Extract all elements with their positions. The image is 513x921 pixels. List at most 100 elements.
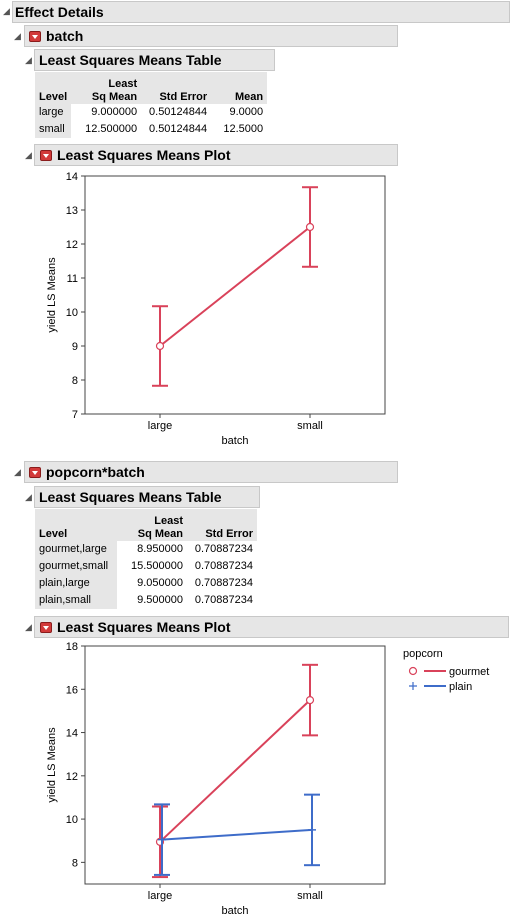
level-column-header: Level	[35, 509, 117, 541]
batch-title: batch	[46, 28, 84, 44]
std-error-column-header: Std Error	[187, 509, 257, 541]
level-cell: gourmet,small	[35, 558, 117, 575]
popcorn-batch-ls-table-title: Least Squares Means Table	[39, 489, 222, 505]
collapse-triangle-icon[interactable]: ◢	[14, 467, 21, 477]
collapse-triangle-icon[interactable]: ◢	[25, 150, 32, 160]
lsmean-header-bottom: Sq Mean	[91, 91, 138, 103]
x-tick-label: small	[297, 890, 323, 902]
x-axis-label: batch	[222, 905, 249, 917]
legend-marker	[409, 682, 417, 690]
table-row: gourmet,small 15.500000 0.70887234	[35, 558, 257, 575]
y-tick-label: 11	[67, 273, 78, 285]
y-tick-label: 10	[66, 307, 78, 319]
y-tick-label: 7	[72, 409, 78, 421]
batch-ls-table-title: Least Squares Means Table	[39, 52, 222, 68]
level-cell: large	[35, 104, 72, 121]
level-column-header: Level	[35, 72, 72, 104]
popcorn-batch-title: popcorn*batch	[46, 464, 145, 480]
popcorn-batch-header[interactable]: popcorn*batch	[24, 461, 398, 483]
red-menu-icon[interactable]	[40, 150, 52, 161]
lsmean-cell: 9.000000	[91, 106, 138, 118]
batch-ls-means-table: Level Least Sq Mean Std Error Mean large…	[35, 72, 268, 138]
std-error-column-header: Std Error	[141, 72, 212, 104]
batch-ls-means-plot: 7 8 9 10 11 12 13 14 large small batch yield LS Mea…	[46, 171, 386, 447]
table-row: plain,large 9.050000 0.70887234	[35, 575, 257, 592]
std-error-cell: 0.70887234	[194, 594, 253, 606]
level-cell: gourmet,large	[35, 541, 117, 558]
lsmean-column-header: Least Sq Mean	[71, 72, 142, 104]
collapse-triangle-icon[interactable]: ◢	[3, 6, 10, 16]
y-tick-label: 10	[66, 814, 78, 826]
table-row: small 12.500000 0.50124844 12.5000	[35, 121, 267, 138]
lsmean-column-header: Least Sq Mean	[117, 509, 187, 541]
level-cell: plain,small	[35, 592, 117, 609]
table-row: large 9.000000 0.50124844 9.0000	[35, 104, 267, 121]
x-tick-label: small	[297, 420, 323, 432]
y-tick-label: 12	[66, 771, 78, 783]
lsmean-cell: 12.500000	[85, 123, 138, 135]
std-error-cell: 0.70887234	[194, 560, 253, 572]
y-tick-label: 18	[66, 641, 78, 653]
legend-label: plain	[449, 681, 472, 693]
y-tick-label: 8	[72, 857, 78, 869]
effect-details-title: Effect Details	[15, 4, 104, 20]
data-point-marker	[155, 341, 165, 351]
legend-marker	[408, 666, 418, 676]
series-line	[159, 699, 311, 843]
lsmean-cell: 9.500000	[137, 594, 183, 606]
y-tick-label: 16	[66, 684, 78, 696]
std-error-cell: 0.50124844	[149, 123, 208, 135]
batch-ls-table-header[interactable]: Least Squares Means Table	[34, 49, 275, 71]
series-line	[161, 828, 313, 841]
y-axis-label: yield LS Means	[46, 727, 58, 803]
lsmean-header-top: Least	[108, 78, 138, 90]
y-tick-label: 8	[72, 375, 78, 387]
effect-details-header[interactable]: Effect Details	[12, 1, 510, 23]
table-row: gourmet,large 8.950000 0.70887234	[35, 541, 257, 558]
collapse-triangle-icon[interactable]: ◢	[25, 55, 32, 65]
popcorn-batch-ls-means-plot: 8 10 12 14 16 18 large small batch yield LS Means…	[46, 641, 489, 917]
red-menu-icon[interactable]	[29, 31, 41, 42]
popcorn-batch-ls-plot-header[interactable]: Least Squares Means Plot	[34, 616, 509, 638]
red-menu-icon[interactable]	[29, 467, 41, 478]
x-axis-label: batch	[222, 435, 249, 447]
lsmean-cell: 15.500000	[131, 560, 183, 572]
x-tick-label: large	[148, 420, 172, 432]
lsmean-cell: 9.050000	[137, 577, 183, 589]
std-error-cell: 0.50124844	[149, 106, 208, 118]
popcorn-batch-ls-means-table: Level Least Sq Mean Std Error gourmet,la…	[35, 509, 257, 609]
lsmean-cell: 8.950000	[137, 543, 183, 555]
data-point-marker	[305, 222, 315, 232]
y-axis-label: yield LS Means	[46, 257, 58, 333]
y-tick-label: 13	[66, 205, 78, 217]
mean-column-header: Mean	[211, 72, 268, 104]
batch-ls-plot-title: Least Squares Means Plot	[57, 147, 231, 163]
lsmean-header-bottom: Sq Mean	[137, 528, 183, 540]
data-point-marker	[305, 695, 315, 705]
plot-frame	[84, 175, 386, 415]
table-header-row: Level Least Sq Mean Std Error	[35, 509, 257, 541]
y-tick-label: 12	[66, 239, 78, 251]
table-header-row: Level Least Sq Mean Std Error Mean	[35, 72, 268, 104]
popcorn-batch-ls-plot-title: Least Squares Means Plot	[57, 619, 231, 635]
y-tick-label: 14	[66, 171, 78, 183]
std-error-cell: 0.70887234	[194, 543, 253, 555]
collapse-triangle-icon[interactable]: ◢	[25, 492, 32, 502]
mean-cell: 12.5000	[223, 123, 264, 135]
table-row: plain,small 9.500000 0.70887234	[35, 592, 257, 609]
popcorn-batch-ls-table-header[interactable]: Least Squares Means Table	[34, 486, 260, 508]
mean-cell: 9.0000	[229, 106, 264, 118]
level-cell: small	[35, 121, 72, 138]
plot-frame	[84, 645, 386, 885]
y-tick-label: 14	[66, 728, 78, 740]
x-tick-label: large	[148, 890, 172, 902]
lsmean-header-top: Least	[154, 515, 183, 527]
batch-header[interactable]: batch	[24, 25, 398, 47]
red-menu-icon[interactable]	[40, 622, 52, 633]
collapse-triangle-icon[interactable]: ◢	[14, 31, 21, 41]
level-cell: plain,large	[35, 575, 117, 592]
legend-title: popcorn	[403, 648, 443, 660]
collapse-triangle-icon[interactable]: ◢	[25, 622, 32, 632]
y-tick-label: 9	[72, 341, 78, 353]
batch-ls-plot-header[interactable]: Least Squares Means Plot	[34, 144, 398, 166]
